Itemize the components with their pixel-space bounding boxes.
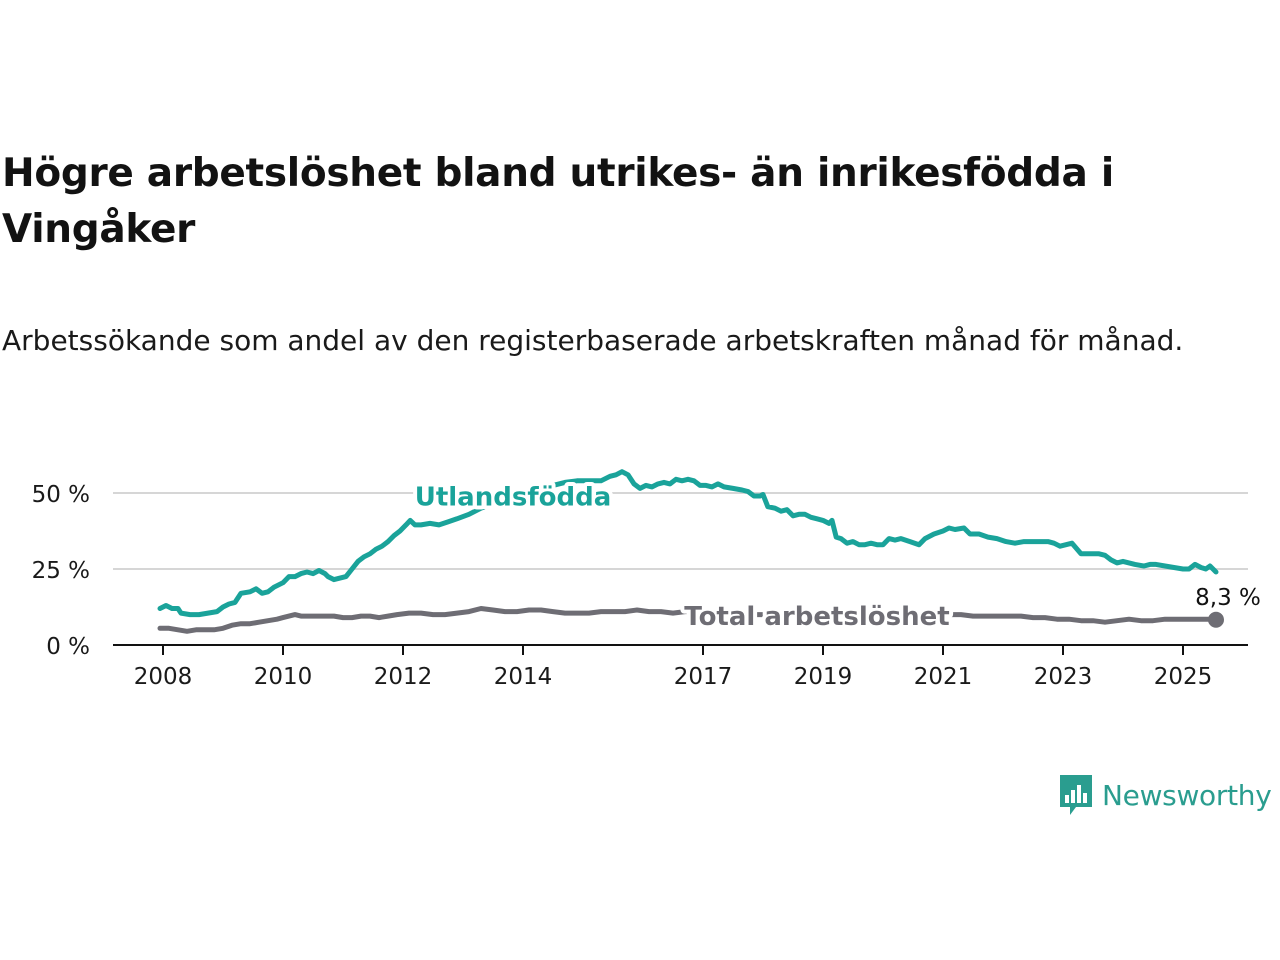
bar-chart-bubble-icon [1060,775,1092,815]
x-tick-label: 2025 [1154,664,1213,690]
chart-title: Högre arbetslöshet bland utrikes- än inr… [2,151,1114,252]
endpoint-value-label: 8,3 % [1195,585,1261,611]
x-tick-label: 2023 [1034,664,1093,690]
x-tick-label: 2010 [254,664,313,690]
y-tick-label: 0 % [46,634,90,660]
x-tick-label: 2017 [674,664,733,690]
series-labels: Utlandsfödda Total arbetslöshet 8,3 % [411,479,1264,637]
line-chart: 2008 2010 2012 2014 2017 2019 2021 2023 2025 0 %… [32,469,1264,690]
series-line-1 [157,606,1219,634]
brand-name: Newsworthy [1102,778,1272,812]
series-line-0 [157,469,1219,618]
series-lines [157,469,1224,634]
x-axis: 2008 2010 2012 2014 2017 2019 2021 2023 2025 [113,644,1248,690]
chart-subtitle: Arbetssökande som andel av den registerb… [2,324,1184,357]
x-tick-label: 2014 [494,664,553,690]
newsworthy-logo: Newsworthy [1058,773,1272,817]
x-tick-label: 2019 [794,664,853,690]
gridlines [113,492,1248,570]
y-axis-labels: 0 % 25 % 50 % [32,482,90,660]
x-tick-label: 2021 [914,664,973,690]
series-label-total: Total arbetslöshet [684,602,949,632]
y-tick-label: 25 % [32,558,90,584]
series-label-utlandsfodda: Utlandsfödda [415,483,612,513]
x-tick-label: 2008 [134,664,193,690]
y-tick-label: 50 % [32,482,90,508]
x-tick-label: 2012 [374,664,433,690]
endpoint-dot [1208,611,1224,628]
